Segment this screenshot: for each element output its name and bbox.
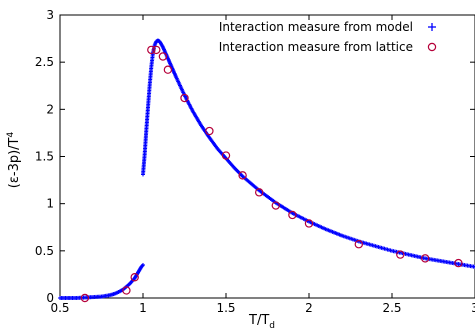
lattice-point <box>288 210 297 220</box>
y-axis-label: (ε-3p)/T4 <box>6 132 22 189</box>
lattice-point <box>163 65 173 74</box>
lattice-point <box>221 151 231 160</box>
lattice-point <box>205 126 214 136</box>
axis-ticks: 0.511.522.5300.511.522.53 <box>35 8 475 315</box>
lattice-point <box>130 273 139 282</box>
x-tick-label: 0.5 <box>50 301 69 315</box>
lattice-point <box>180 93 189 103</box>
lattice-point <box>271 201 280 210</box>
y-tick-label: 0 <box>46 291 54 305</box>
x-tick-label: 2 <box>305 301 313 315</box>
legend-marker-model <box>428 23 436 31</box>
lattice-point <box>354 240 363 249</box>
lattice-point <box>396 250 405 259</box>
legend-label-lattice: Interaction measure from lattice <box>219 40 413 54</box>
lattice-point <box>304 219 314 228</box>
lattice-point <box>238 171 247 180</box>
model-point <box>473 264 475 269</box>
lattice-point <box>80 293 90 303</box>
y-axis-label-sup: 4 <box>6 132 16 138</box>
y-tick-label: 3 <box>46 8 54 22</box>
x-tick-label: 1.5 <box>216 301 235 315</box>
legend: Interaction measure from model Interacti… <box>219 20 437 54</box>
x-tick-label: 1 <box>139 301 147 315</box>
model-point <box>141 262 145 267</box>
data-layer <box>58 38 475 303</box>
x-tick-label: 2.5 <box>382 301 401 315</box>
x-tick-label: 3 <box>471 301 475 315</box>
lattice-point <box>158 52 168 61</box>
y-tick-label: 0.5 <box>35 244 54 258</box>
y-tick-label: 2 <box>46 102 54 116</box>
x-axis-label-main: T/T <box>248 313 269 328</box>
legend-marker-lattice <box>427 42 437 52</box>
legend-label-model: Interaction measure from model <box>219 20 413 34</box>
x-axis-label: T/Td <box>248 313 275 331</box>
lattice-point <box>255 188 264 197</box>
y-tick-label: 2.5 <box>35 55 54 69</box>
y-axis-label-main: (ε-3p)/T <box>7 137 22 188</box>
y-tick-label: 1.5 <box>35 150 54 164</box>
lattice-point <box>147 45 156 55</box>
lattice-point <box>421 254 430 263</box>
x-axis-label-sub: d <box>269 321 275 331</box>
lattice-point <box>152 45 161 55</box>
lattice-point <box>454 258 463 268</box>
lattice-point <box>122 286 131 295</box>
y-tick-label: 1 <box>46 197 54 211</box>
